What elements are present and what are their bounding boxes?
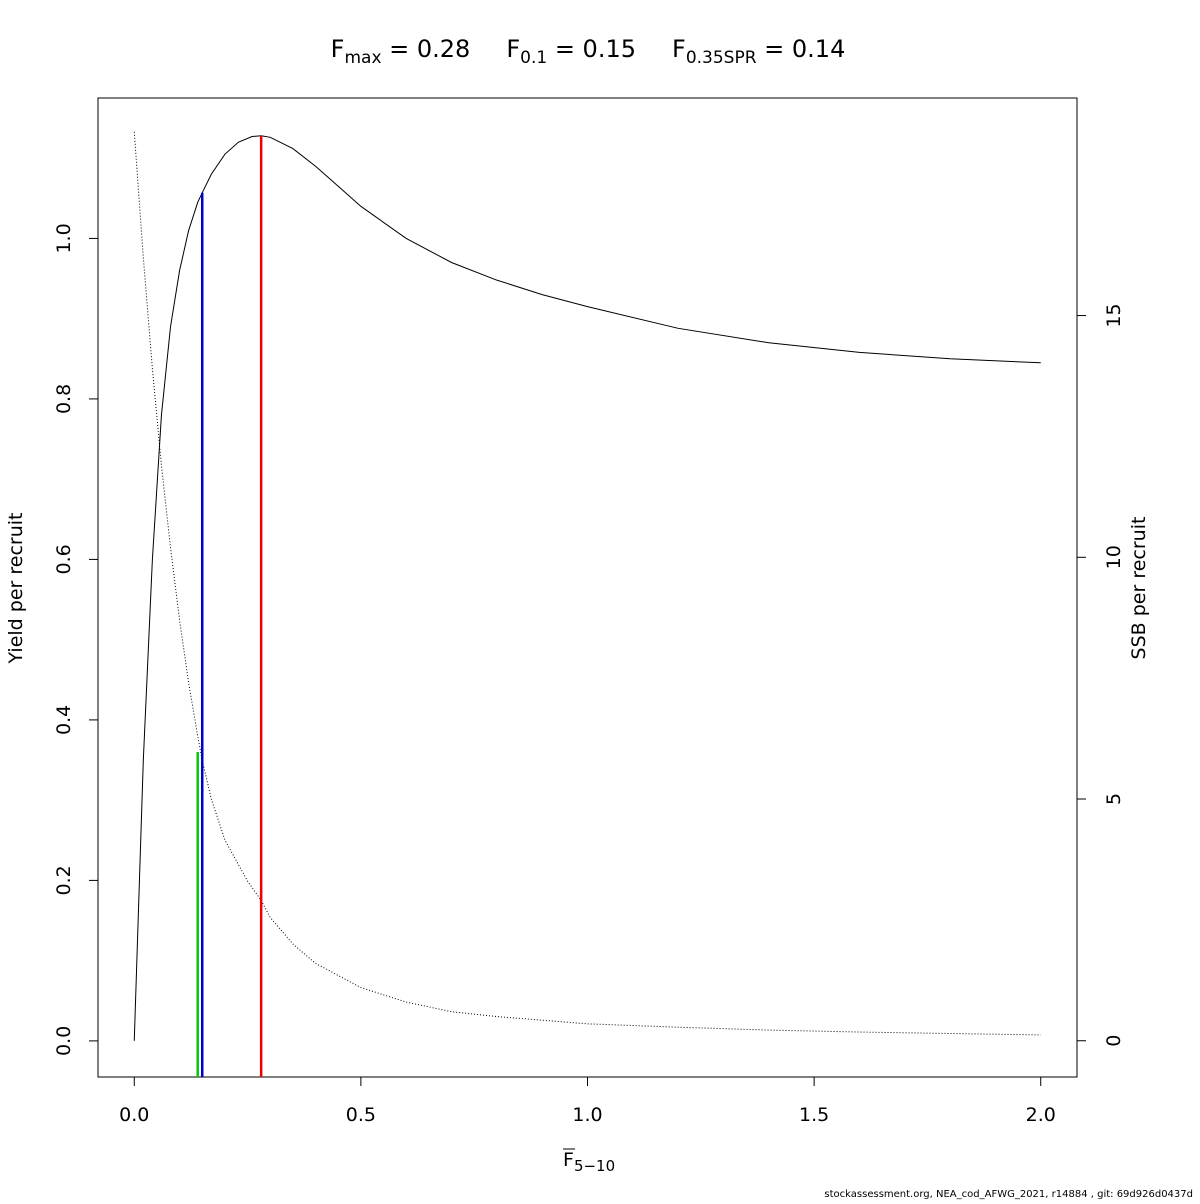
- y-left-tick-label: 1.0: [53, 223, 75, 253]
- footer-caption: stockassessment.org, NEA_cod_AFWG_2021, …: [824, 1189, 1193, 1200]
- yield-per-recruit-line: [133, 135, 1041, 1041]
- title-value: = 0.28: [382, 35, 471, 63]
- y-right-tick-label: 10: [1103, 545, 1125, 569]
- x-axis-title-symbol: F: [563, 1149, 574, 1171]
- x-tick-label: 2.0: [1026, 1104, 1056, 1126]
- y-left-tick-label: 0.4: [53, 705, 75, 735]
- title-value: = 0.15: [547, 35, 636, 63]
- x-tick-label: 0.0: [119, 1104, 149, 1126]
- title-symbol: F: [331, 35, 345, 63]
- plot-frame: [97, 97, 1078, 1078]
- title-symbol: F: [506, 35, 520, 63]
- y-left-axis-title: Yield per recruit: [5, 513, 27, 665]
- title-value: = 0.14: [757, 35, 846, 63]
- y-right-axis-title: SSB per recruit: [1128, 517, 1150, 660]
- x-tick-label: 1.0: [572, 1104, 602, 1126]
- x-tick-label: 0.5: [346, 1104, 376, 1126]
- x-axis-title-subscript: 5−10: [574, 1157, 615, 1175]
- y-left-tick-label: 0.6: [53, 544, 75, 574]
- y-right-tick-label: 5: [1103, 793, 1125, 805]
- y-right-tick-label: 0: [1103, 1035, 1125, 1047]
- y-right-tick-label: 15: [1103, 303, 1125, 327]
- title-subscript: 0.35SPR: [686, 48, 757, 68]
- title-subscript: max: [344, 48, 381, 68]
- x-tick-label: 1.5: [799, 1104, 829, 1126]
- y-left-tick-label: 0.8: [53, 384, 75, 414]
- title-symbol: F: [672, 35, 686, 63]
- y-left-tick-label: 0.0: [53, 1026, 75, 1056]
- x-axis-title: F5−10: [563, 1149, 615, 1175]
- chart-title: Fmax = 0.28 F0.1 = 0.15 F0.35SPR = 0.14: [331, 35, 846, 68]
- ssb-per-recruit-line: [133, 131, 1041, 1036]
- title-subscript: 0.1: [520, 48, 547, 68]
- y-left-tick-label: 0.2: [53, 865, 75, 895]
